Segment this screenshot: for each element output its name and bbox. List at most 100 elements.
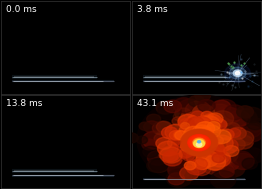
Circle shape — [198, 142, 200, 143]
Circle shape — [189, 138, 198, 144]
Circle shape — [194, 136, 204, 143]
Circle shape — [182, 139, 198, 150]
Circle shape — [185, 133, 213, 153]
Circle shape — [179, 118, 195, 129]
Circle shape — [165, 153, 178, 162]
Circle shape — [185, 134, 204, 148]
Circle shape — [193, 142, 208, 153]
Circle shape — [148, 157, 170, 172]
Circle shape — [198, 142, 200, 144]
Circle shape — [189, 133, 201, 141]
Circle shape — [193, 105, 215, 120]
Circle shape — [248, 122, 262, 132]
Circle shape — [220, 129, 234, 140]
Circle shape — [196, 151, 219, 167]
Circle shape — [188, 132, 206, 145]
Circle shape — [227, 138, 245, 151]
Circle shape — [180, 129, 218, 156]
Circle shape — [142, 131, 167, 149]
Circle shape — [240, 122, 261, 138]
Circle shape — [212, 111, 234, 127]
Circle shape — [152, 121, 171, 135]
Circle shape — [191, 135, 207, 147]
Circle shape — [183, 146, 197, 156]
Circle shape — [188, 135, 210, 151]
Circle shape — [156, 137, 172, 149]
Circle shape — [242, 158, 258, 169]
Circle shape — [225, 105, 245, 120]
Text: 43.1 ms: 43.1 ms — [138, 99, 174, 108]
Circle shape — [179, 124, 198, 137]
Circle shape — [209, 140, 218, 147]
Circle shape — [188, 135, 210, 150]
Circle shape — [217, 148, 238, 163]
Circle shape — [182, 117, 205, 134]
Circle shape — [234, 109, 257, 126]
Circle shape — [147, 114, 161, 124]
Circle shape — [224, 146, 239, 156]
Circle shape — [169, 146, 181, 155]
Circle shape — [170, 130, 181, 138]
Circle shape — [213, 151, 230, 163]
Circle shape — [196, 141, 201, 144]
Circle shape — [137, 95, 261, 185]
Circle shape — [188, 117, 204, 129]
Circle shape — [198, 100, 215, 112]
Circle shape — [185, 132, 214, 153]
Circle shape — [168, 165, 185, 177]
Circle shape — [180, 177, 190, 185]
Circle shape — [186, 160, 207, 175]
Circle shape — [189, 135, 209, 150]
Circle shape — [168, 139, 179, 147]
Circle shape — [203, 117, 226, 133]
Circle shape — [180, 166, 199, 180]
Circle shape — [242, 107, 262, 123]
Text: 0.0 ms: 0.0 ms — [7, 5, 37, 14]
Circle shape — [225, 64, 250, 82]
Circle shape — [227, 162, 238, 170]
Circle shape — [192, 158, 208, 169]
Circle shape — [148, 151, 168, 165]
Circle shape — [184, 132, 214, 153]
Circle shape — [184, 126, 204, 141]
Circle shape — [196, 131, 211, 141]
Circle shape — [193, 139, 205, 147]
Circle shape — [205, 154, 228, 170]
Circle shape — [192, 138, 206, 148]
Circle shape — [232, 130, 254, 146]
Circle shape — [181, 142, 193, 151]
Circle shape — [197, 141, 201, 144]
Circle shape — [192, 137, 207, 148]
Circle shape — [210, 152, 231, 167]
Circle shape — [231, 151, 252, 166]
Circle shape — [164, 100, 182, 113]
Circle shape — [187, 134, 212, 152]
Text: 3.8 ms: 3.8 ms — [138, 5, 168, 14]
Circle shape — [211, 171, 236, 189]
Circle shape — [194, 147, 210, 159]
Circle shape — [181, 129, 217, 156]
Circle shape — [187, 134, 211, 151]
Circle shape — [228, 111, 250, 126]
Circle shape — [186, 138, 204, 151]
Circle shape — [212, 130, 231, 144]
Circle shape — [168, 173, 185, 185]
Circle shape — [157, 141, 178, 156]
Circle shape — [247, 118, 262, 130]
Circle shape — [125, 133, 138, 143]
Circle shape — [204, 129, 213, 135]
Circle shape — [193, 138, 205, 147]
Circle shape — [199, 136, 209, 143]
Circle shape — [230, 127, 246, 139]
Circle shape — [228, 129, 241, 137]
Circle shape — [156, 101, 174, 114]
Circle shape — [154, 133, 169, 144]
Circle shape — [219, 108, 241, 123]
Circle shape — [196, 122, 215, 136]
Circle shape — [182, 130, 201, 144]
Circle shape — [206, 121, 221, 132]
Circle shape — [212, 100, 231, 114]
Circle shape — [170, 169, 192, 184]
Circle shape — [159, 149, 175, 161]
Circle shape — [229, 67, 246, 79]
